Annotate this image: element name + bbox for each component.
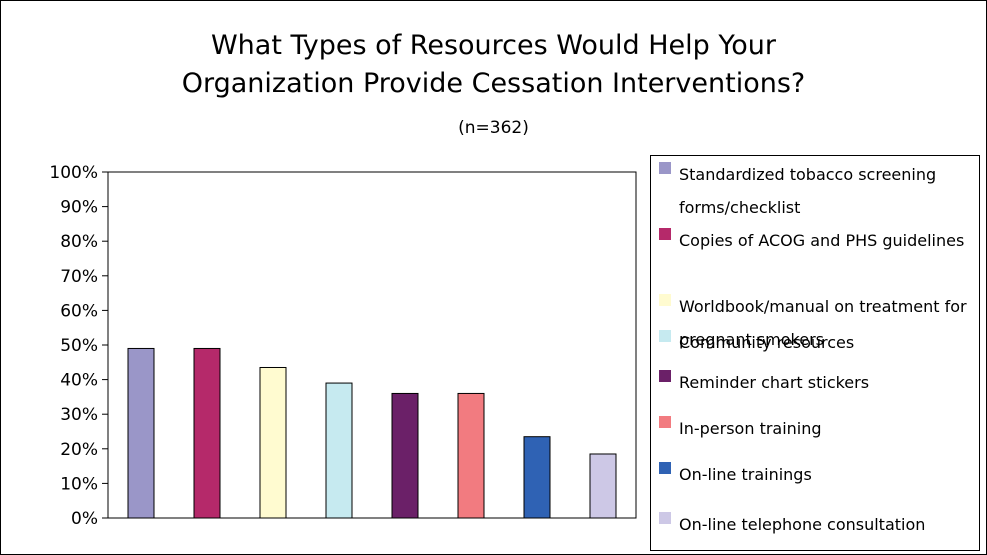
legend-label: In-person training	[679, 419, 822, 438]
y-tick-label: 30%	[60, 405, 98, 425]
legend: Standardized tobacco screening forms/che…	[650, 155, 980, 551]
y-tick-label: 90%	[60, 198, 98, 218]
bar	[523, 436, 551, 519]
chart-subtitle: (n=362)	[458, 118, 529, 138]
y-tick-label: 60%	[60, 301, 98, 321]
legend-swatch	[659, 462, 671, 474]
chart-title-line-1: What Types of Resources Would Help Your	[210, 30, 776, 61]
legend-swatch	[659, 162, 671, 174]
chart-title-line-2: Organization Provide Cessation Intervent…	[181, 68, 806, 99]
y-tick-label: 80%	[60, 232, 98, 252]
legend-label: Standardized tobacco screening forms/che…	[679, 165, 937, 217]
legend-label: Copies of ACOG and PHS guidelines	[679, 231, 965, 250]
bar	[325, 382, 353, 519]
y-tick-label: 40%	[60, 371, 98, 391]
bar	[589, 453, 617, 519]
y-tick-label: 50%	[60, 336, 98, 356]
bar	[391, 392, 419, 519]
legend-label: Community resources	[679, 333, 855, 352]
plot-area	[107, 171, 637, 519]
y-tick-label: 10%	[60, 474, 98, 494]
bar	[193, 347, 221, 519]
y-tick-label: 0%	[71, 509, 98, 529]
legend-swatch	[659, 294, 671, 306]
bar	[457, 392, 485, 519]
y-tick-label: 20%	[60, 440, 98, 460]
y-tick-label: 70%	[60, 267, 98, 287]
y-tick-label: 100%	[49, 163, 98, 183]
legend-swatch	[659, 228, 671, 240]
legend-label: Reminder chart stickers	[679, 373, 870, 392]
bar	[259, 366, 287, 519]
legend-swatch	[659, 330, 671, 342]
legend-swatch	[659, 416, 671, 428]
legend-label: On-line trainings	[679, 465, 812, 484]
bar	[127, 347, 155, 519]
legend-label: On-line telephone consultation	[679, 515, 926, 534]
legend-label: Worldbook/manual on treatment for pregna…	[679, 297, 967, 349]
legend-swatch	[659, 370, 671, 382]
legend-swatch	[659, 512, 671, 524]
